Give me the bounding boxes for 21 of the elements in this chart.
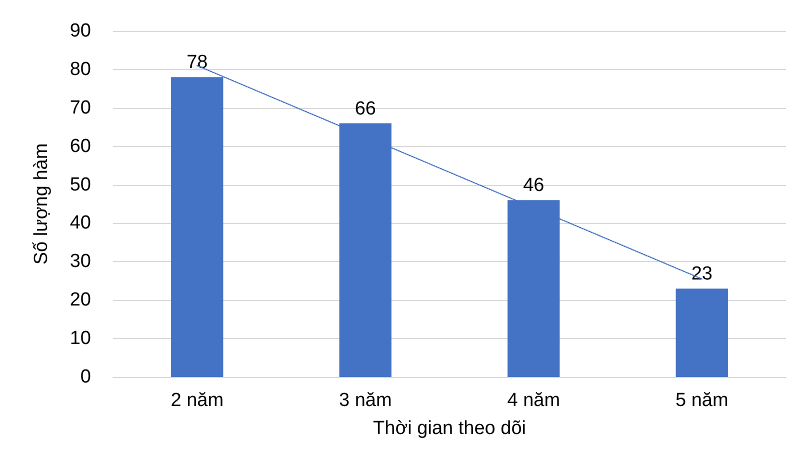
data-label: 23 xyxy=(691,264,712,285)
x-tick-label: 2 năm xyxy=(170,390,224,411)
data-label: 66 xyxy=(354,98,376,120)
x-axis-title: Thời gian theo dõi xyxy=(373,418,526,439)
x-tick-label: 4 năm xyxy=(507,390,560,411)
y-tick-label: 10 xyxy=(70,328,91,350)
y-tick-label: 40 xyxy=(70,212,91,234)
y-tick-label: 50 xyxy=(70,174,91,196)
data-label: 78 xyxy=(186,52,208,74)
y-tick-label: 60 xyxy=(70,136,91,157)
y-tick-label: 30 xyxy=(70,251,91,272)
data-label: 46 xyxy=(523,175,544,196)
x-tick-label: 3 năm xyxy=(338,390,392,411)
y-axis-title: Số lượng hàm xyxy=(31,143,52,265)
y-tick-label: 0 xyxy=(80,366,91,388)
y-tick-label: 20 xyxy=(70,290,91,311)
y-tick-label: 90 xyxy=(70,20,91,42)
y-tick-label: 70 xyxy=(70,97,91,118)
y-tick-label: 80 xyxy=(70,58,91,80)
bar xyxy=(676,288,728,377)
x-tick-label: 5 năm xyxy=(675,390,728,411)
